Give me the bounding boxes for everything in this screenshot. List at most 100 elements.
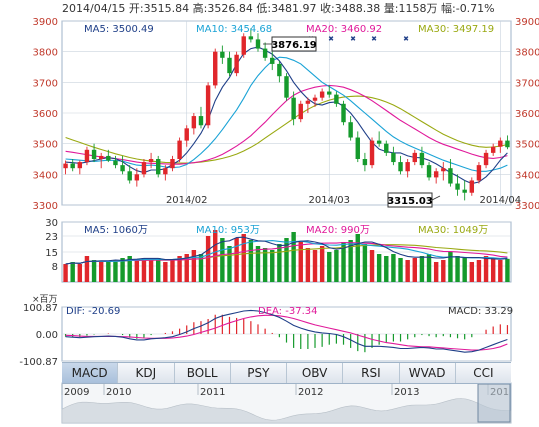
candle-body — [163, 168, 168, 175]
volume-bar — [148, 260, 154, 282]
volume-bar — [327, 252, 332, 282]
volume-bar — [191, 250, 197, 282]
volume-bar — [412, 258, 417, 282]
volume-bar — [462, 258, 467, 282]
candle-body — [483, 152, 489, 166]
overview-year-label: 2009 — [64, 387, 89, 398]
tab-obv[interactable]: OBV — [287, 363, 344, 383]
volume-ma-label: MA30: 1049万 — [418, 225, 488, 236]
price-ma-label: MA20: 3460.92 — [306, 24, 382, 35]
tab-wvad[interactable]: WVAD — [399, 363, 456, 383]
high-annotation-label: 3876.19 — [271, 40, 317, 51]
price-ma-label: MA5: 3500.49 — [84, 24, 154, 35]
price-ytick-right: 3800 — [515, 48, 539, 59]
volume-bar — [184, 254, 189, 282]
price-ytick-right: 3400 — [515, 170, 539, 181]
volume-bar — [156, 258, 161, 282]
volume-bar — [426, 254, 432, 282]
volume-bar — [391, 254, 396, 282]
tab-cci[interactable]: CCI — [455, 363, 511, 383]
candle-body — [462, 189, 467, 193]
volume-bar — [170, 260, 175, 282]
volume-bar — [270, 250, 275, 282]
volume-bar — [70, 262, 75, 282]
volume-bar — [255, 246, 261, 282]
overview-year-label: 2013 — [394, 387, 419, 398]
candle-body — [284, 76, 289, 98]
candle-body — [184, 128, 189, 141]
candle-body — [113, 160, 118, 166]
candle-body — [106, 155, 111, 161]
tab-rsi[interactable]: RSI — [343, 363, 400, 383]
candle-body — [248, 36, 254, 40]
tab-boll[interactable]: BOLL — [174, 363, 231, 383]
price-ytick-right: 3300 — [515, 201, 539, 212]
volume-ma-label: MA20: 990万 — [306, 225, 370, 236]
volume-ma-label: MA5: 1060万 — [84, 225, 148, 236]
volume-bar — [84, 256, 90, 282]
volume-bar — [163, 262, 168, 282]
price-ytick-left: 3300 — [33, 201, 58, 212]
candle-body — [98, 155, 104, 159]
volume-bar — [448, 252, 453, 282]
overview-range-handle[interactable] — [477, 383, 511, 423]
event-marker-icon: ✖ — [350, 35, 356, 43]
volume-bar — [312, 250, 318, 282]
candle-body — [334, 94, 339, 104]
volume-bar — [220, 238, 225, 282]
volume-bar — [341, 242, 346, 282]
macd-panel: 100.87 0.00 -100.87 ×百万 DIF: -20.69 DEA: -… — [19, 294, 513, 368]
event-marker-icon: ✖ — [403, 35, 409, 43]
macd-value-label: MACD: 33.29 — [448, 306, 513, 317]
candle-body — [312, 97, 318, 101]
candle-body — [170, 159, 175, 169]
candle-body — [291, 97, 296, 120]
candle-body — [127, 171, 132, 181]
volume-bar — [498, 260, 503, 282]
price-ytick-left: 3500 — [33, 140, 58, 151]
candle-body — [205, 85, 211, 126]
candle-body — [405, 162, 410, 172]
price-ytick-left: 3600 — [33, 109, 58, 120]
candle-body — [355, 137, 360, 159]
volume-bar — [369, 250, 375, 282]
low-annotation: 3315.03 — [387, 192, 441, 208]
tab-psy[interactable]: PSY — [230, 363, 287, 383]
volume-bar — [205, 236, 211, 282]
volume-bar — [198, 254, 204, 282]
volume-bar — [348, 240, 353, 282]
candle-body — [255, 39, 261, 49]
tab-macd[interactable]: MACD — [62, 363, 119, 383]
candle-body — [448, 168, 453, 184]
volume-bar — [441, 260, 446, 282]
candle-body — [469, 180, 475, 193]
volume-bar — [490, 258, 496, 282]
macd-dif-label: DIF: -20.69 — [66, 306, 120, 317]
price-ytick-right: 3900 — [515, 17, 539, 28]
candle-body — [391, 152, 396, 163]
volume-bar — [77, 264, 83, 282]
macd-scale-note: ×百万 — [32, 294, 58, 305]
candle-body — [213, 51, 218, 86]
volume-bar — [384, 256, 389, 282]
ma30-line — [65, 95, 508, 164]
candle-body — [319, 91, 325, 98]
tab-kdj[interactable]: KDJ — [118, 363, 175, 383]
volume-bar — [98, 262, 104, 282]
candle-body — [134, 174, 140, 181]
price-ytick-left: 3700 — [33, 78, 58, 89]
volume-bar — [298, 242, 303, 282]
volume-bar — [305, 248, 311, 282]
volume-bar — [483, 256, 489, 282]
overview-navigator[interactable]: 20092010201120122013201 — [61, 382, 512, 424]
macd-dea-label: DEA: -37.34 — [258, 306, 317, 317]
volume-bar — [134, 260, 140, 282]
candle-body — [191, 116, 197, 129]
volume-bar — [113, 260, 118, 282]
volume-bar — [241, 234, 246, 282]
volume-bar — [319, 246, 325, 282]
candle-body — [156, 159, 161, 175]
candle-body — [327, 91, 332, 95]
volume-panel: 8 15 23 30 MA5: 1060万 MA10: 953万 MA20: 990万 MA… — [45, 218, 512, 283]
